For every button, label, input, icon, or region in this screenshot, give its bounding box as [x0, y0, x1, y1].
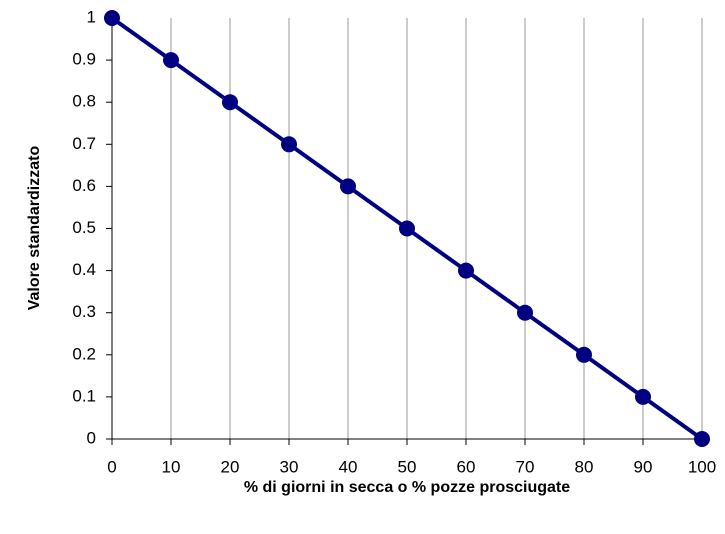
y-tick-label: 0.4: [72, 260, 96, 279]
y-tick-label: 0.6: [72, 176, 96, 195]
data-point: [104, 10, 120, 26]
x-tick-label: 40: [339, 457, 358, 476]
data-point: [694, 431, 710, 447]
x-tick-label: 0: [107, 457, 116, 476]
y-axis-label: Valore standardizzato: [26, 146, 43, 311]
x-tick-label: 60: [457, 457, 476, 476]
x-tick-label: 50: [398, 457, 417, 476]
y-tick-label: 0.8: [72, 92, 96, 111]
x-tick-label: 30: [280, 457, 299, 476]
data-point: [517, 304, 533, 321]
data-point: [399, 220, 415, 237]
data-point: [163, 52, 179, 69]
y-tick-label: 0.9: [72, 50, 96, 69]
y-tick-label: 0.7: [72, 134, 96, 153]
x-axis-label: % di giorni in secca o % pozze prosciuga…: [244, 479, 570, 496]
y-tick-label: 0.2: [72, 344, 96, 363]
data-point: [281, 136, 297, 153]
x-tick-label: 70: [516, 457, 535, 476]
data-point: [458, 262, 474, 279]
x-tick-label: 80: [575, 457, 594, 476]
y-tick-label: 0.3: [72, 302, 96, 321]
x-tick-label: 90: [634, 457, 653, 476]
data-point: [576, 346, 592, 363]
data-point: [340, 178, 356, 195]
x-tick-label: 10: [162, 457, 181, 476]
x-tick-label: 100: [688, 457, 716, 476]
data-point: [635, 388, 651, 405]
data-point: [222, 94, 238, 111]
x-tick-label: 20: [221, 457, 240, 476]
y-tick-label: 0: [87, 428, 96, 447]
y-tick-label: 0.1: [72, 386, 96, 405]
y-tick-label: 1: [87, 7, 96, 26]
y-tick-label: 0.5: [72, 218, 96, 237]
